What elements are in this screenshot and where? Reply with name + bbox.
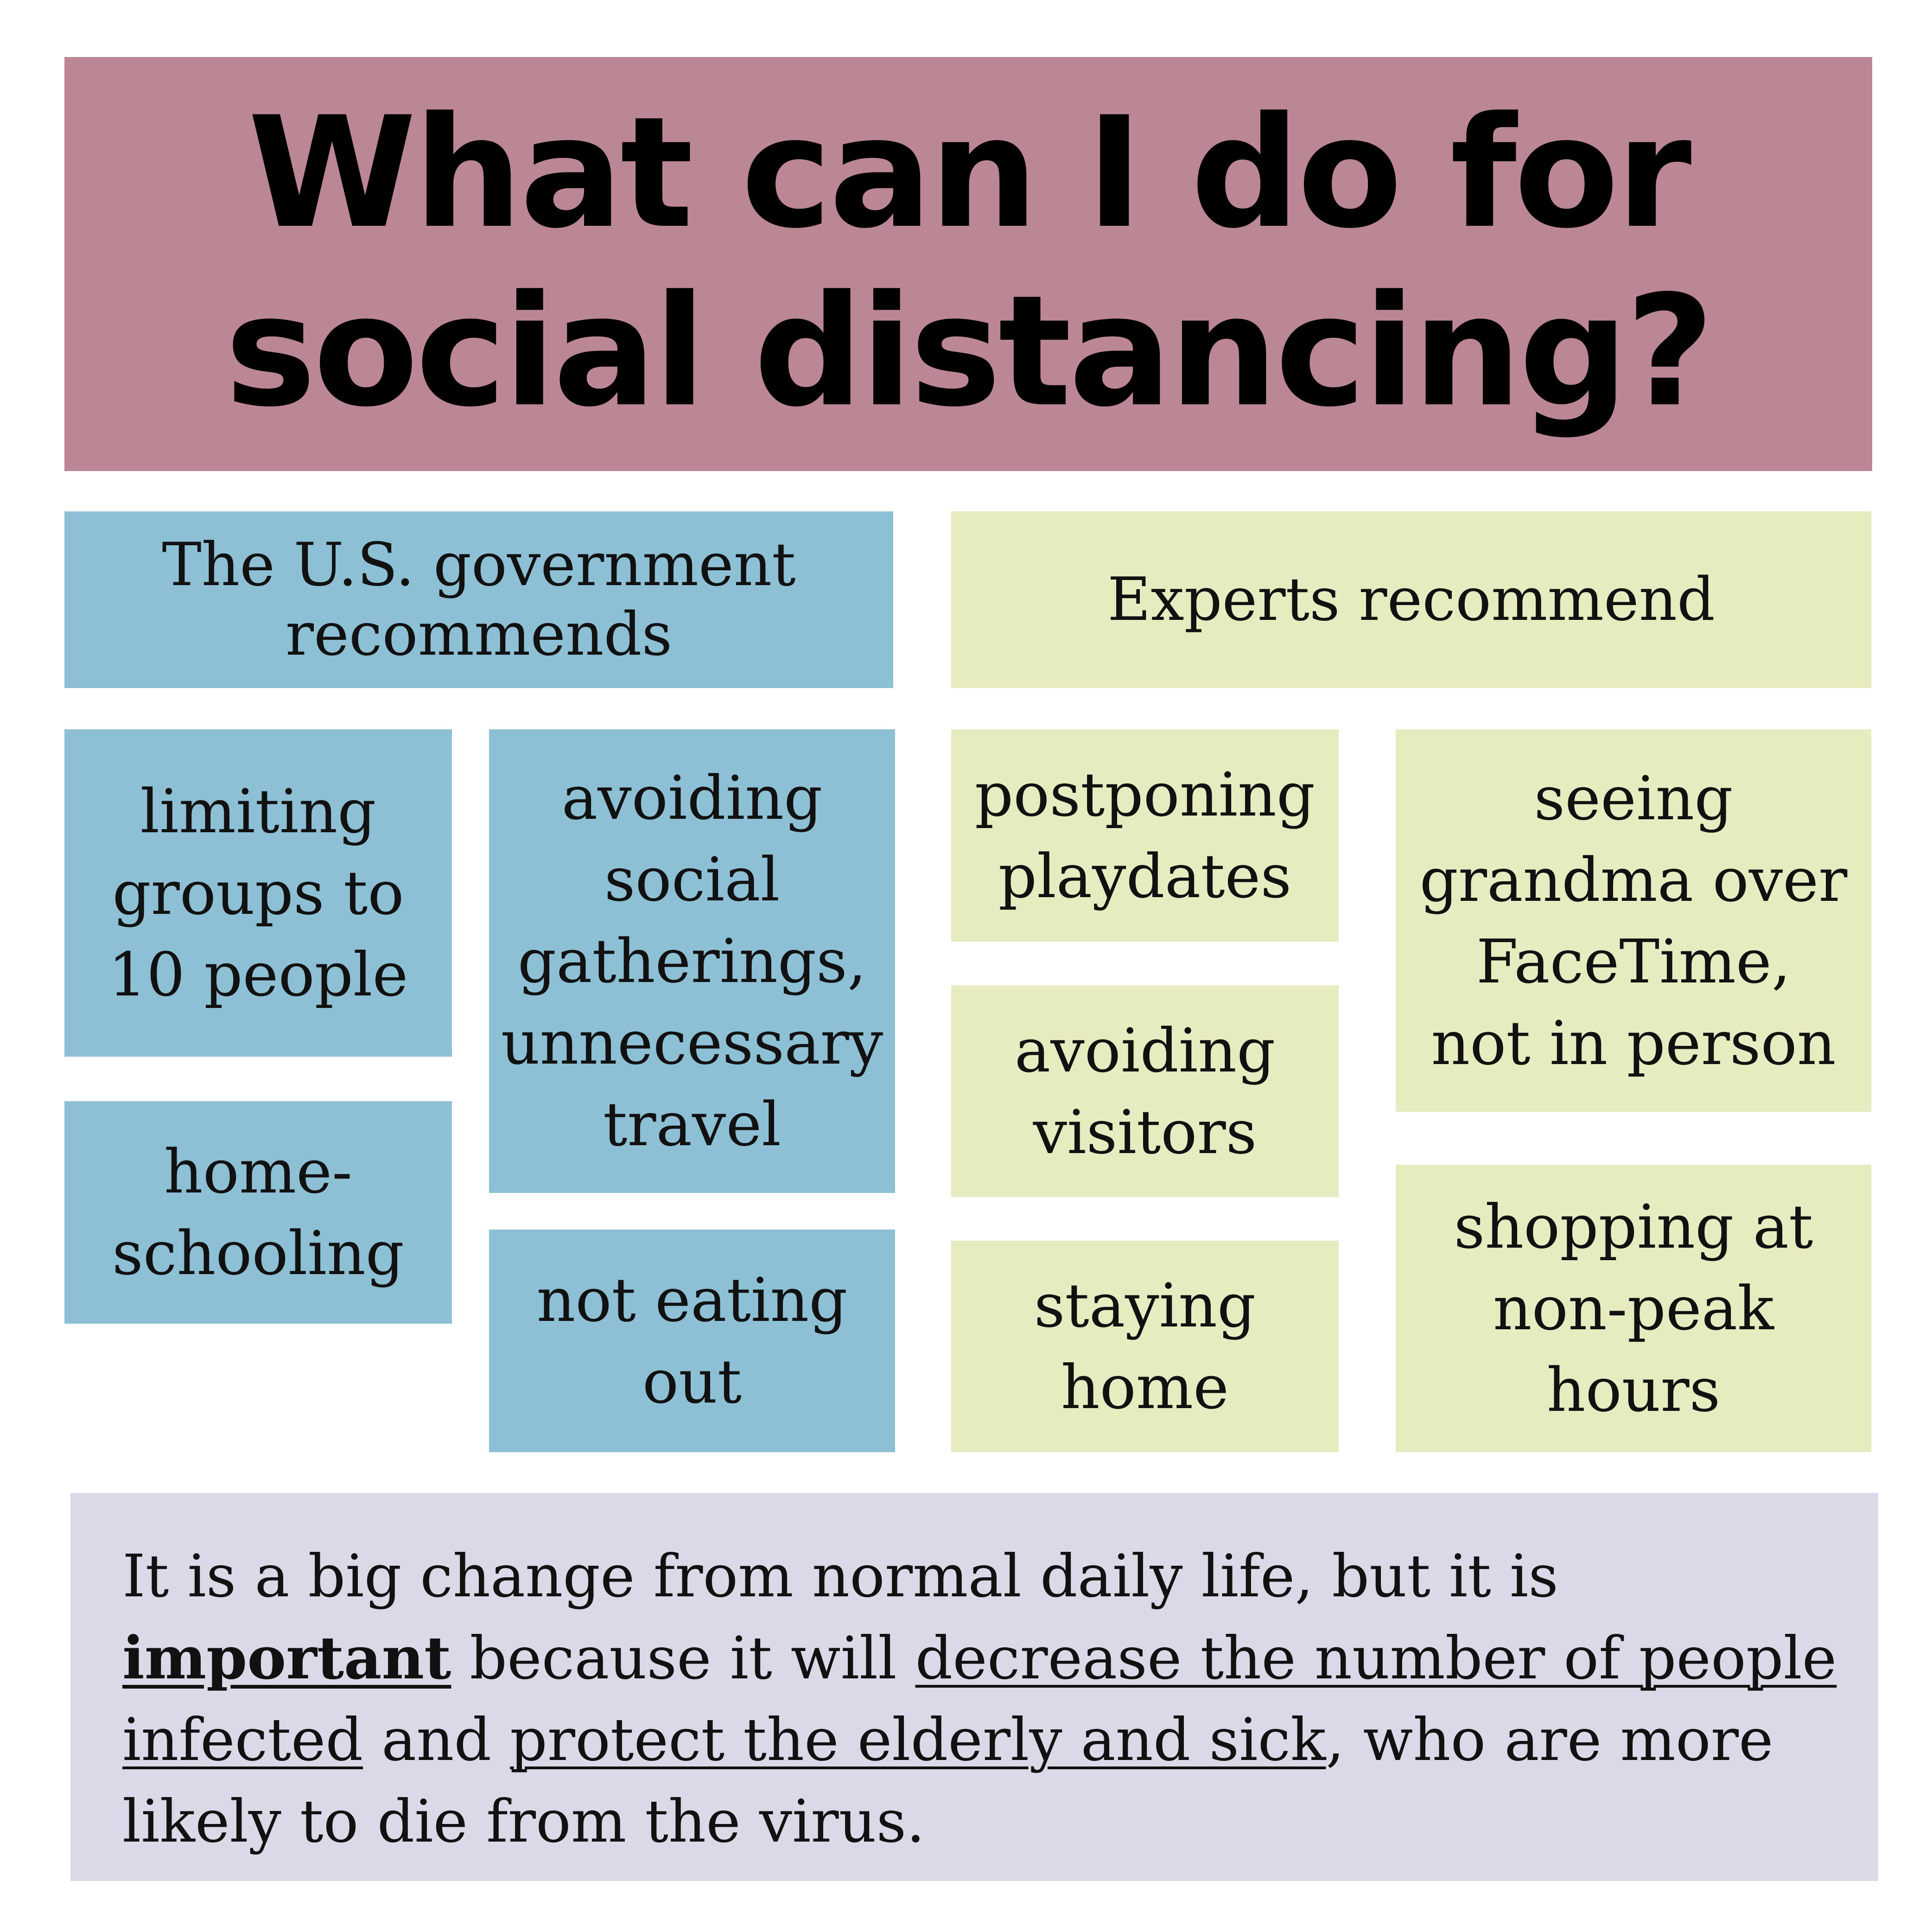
footer-protect-elderly: protect the elderly and sick (510, 1706, 1326, 1774)
gov-item-line: home- (164, 1136, 353, 1207)
government-header: The U.S. government recommends (64, 511, 893, 688)
gov-item-line: travel (603, 1089, 781, 1160)
title-line-1: What can I do for (248, 83, 1692, 262)
expert-item-stay-home: staying home (951, 1241, 1339, 1452)
experts-header: Experts recommend (951, 511, 1871, 688)
gov-item-not-eating-out: not eating out (489, 1230, 895, 1452)
gov-item-avoid-gatherings: avoiding social gatherings, unnecessary … (489, 729, 895, 1193)
expert-item-line: hours (1546, 1355, 1721, 1425)
footer-important: important (122, 1624, 451, 1692)
expert-item-shop-non-peak: shopping at non-peak hours (1396, 1165, 1871, 1452)
expert-item-avoid-visitors: avoiding visitors (951, 985, 1339, 1197)
expert-item-line: not in person (1431, 1007, 1836, 1078)
expert-item-line: staying (1034, 1270, 1256, 1341)
expert-item-line: shopping at (1454, 1192, 1813, 1262)
expert-item-line: visitors (1033, 1097, 1257, 1167)
gov-item-limit-groups: limiting groups to 10 people (64, 729, 452, 1057)
experts-header-label: Experts recommend (1107, 565, 1715, 634)
expert-item-line: playdates (998, 841, 1292, 912)
expert-item-line: seeing (1534, 763, 1733, 834)
gov-item-line: gatherings, (517, 926, 867, 996)
footer-text-part-3: and (363, 1706, 510, 1774)
gov-item-line: unnecessary (501, 1007, 883, 1078)
page-title: What can I do for social distancing? (225, 83, 1715, 441)
expert-item-line: FaceTime, (1476, 926, 1791, 997)
gov-item-line: schooling (112, 1218, 404, 1288)
expert-item-line: grandma over (1419, 844, 1848, 915)
expert-item-line: non-peak (1493, 1273, 1774, 1344)
title-line-2: social distancing? (225, 262, 1715, 440)
footer-text-part-1: It is a big change from normal daily lif… (122, 1542, 1558, 1610)
government-header-line-2: recommends (285, 599, 673, 669)
footer-text-part-4: , who are more likely to die from the vi… (122, 1706, 1773, 1855)
government-header-line-1: The U.S. government (162, 530, 796, 599)
gov-item-line: groups to (112, 858, 404, 928)
footer-explanation: It is a big change from normal daily lif… (70, 1493, 1878, 1881)
gov-item-line: not eating (536, 1265, 848, 1335)
gov-item-line: limiting (140, 776, 376, 847)
expert-item-postpone-playdates: postponing playdates (951, 729, 1339, 942)
expert-item-facetime-grandma: seeing grandma over FaceTime, not in per… (1396, 729, 1871, 1112)
gov-item-line: out (642, 1346, 742, 1417)
expert-item-line: home (1061, 1352, 1229, 1422)
title-banner: What can I do for social distancing? (64, 57, 1872, 471)
footer-decrease-infected: decrease the number of people infected (122, 1624, 1837, 1774)
gov-item-line: 10 people (108, 939, 408, 1010)
expert-item-line: postponing (974, 759, 1316, 830)
footer-paragraph: It is a big change from normal daily lif… (122, 1536, 1846, 1862)
gov-item-line: avoiding (561, 763, 823, 833)
gov-item-line: social (604, 844, 780, 915)
expert-item-line: avoiding (1014, 1015, 1276, 1086)
footer-text-part-2: because it will (451, 1624, 915, 1692)
gov-item-homeschooling: home- schooling (64, 1101, 452, 1324)
